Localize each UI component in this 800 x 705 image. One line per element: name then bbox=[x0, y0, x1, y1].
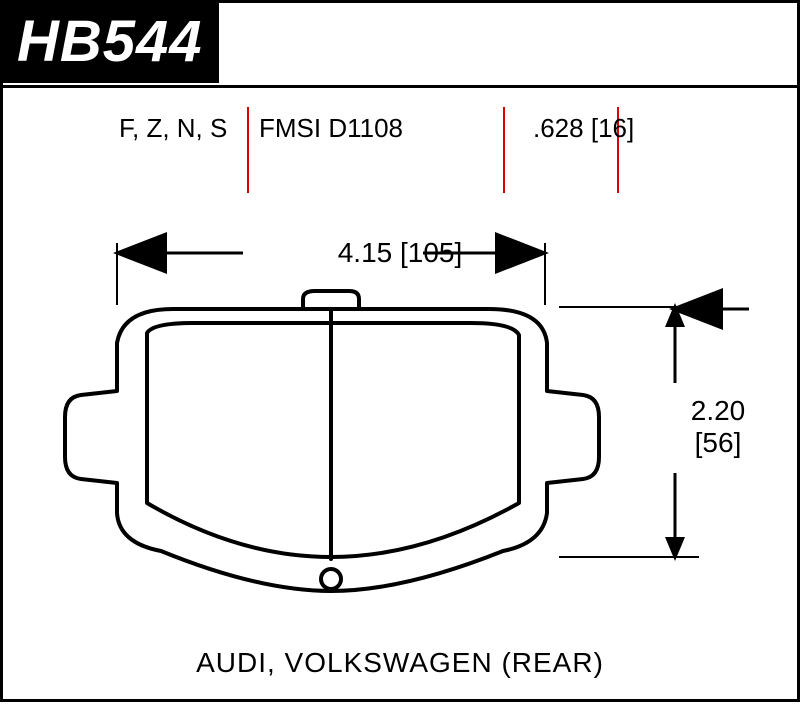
width-arrow bbox=[117, 243, 545, 305]
page: HB544 F, Z, N, S FMSI D1108 .628 [16] 4.… bbox=[0, 0, 800, 702]
diagram-svg bbox=[3, 3, 800, 705]
brake-pad-outline bbox=[65, 291, 599, 591]
height-arrow bbox=[559, 303, 749, 561]
